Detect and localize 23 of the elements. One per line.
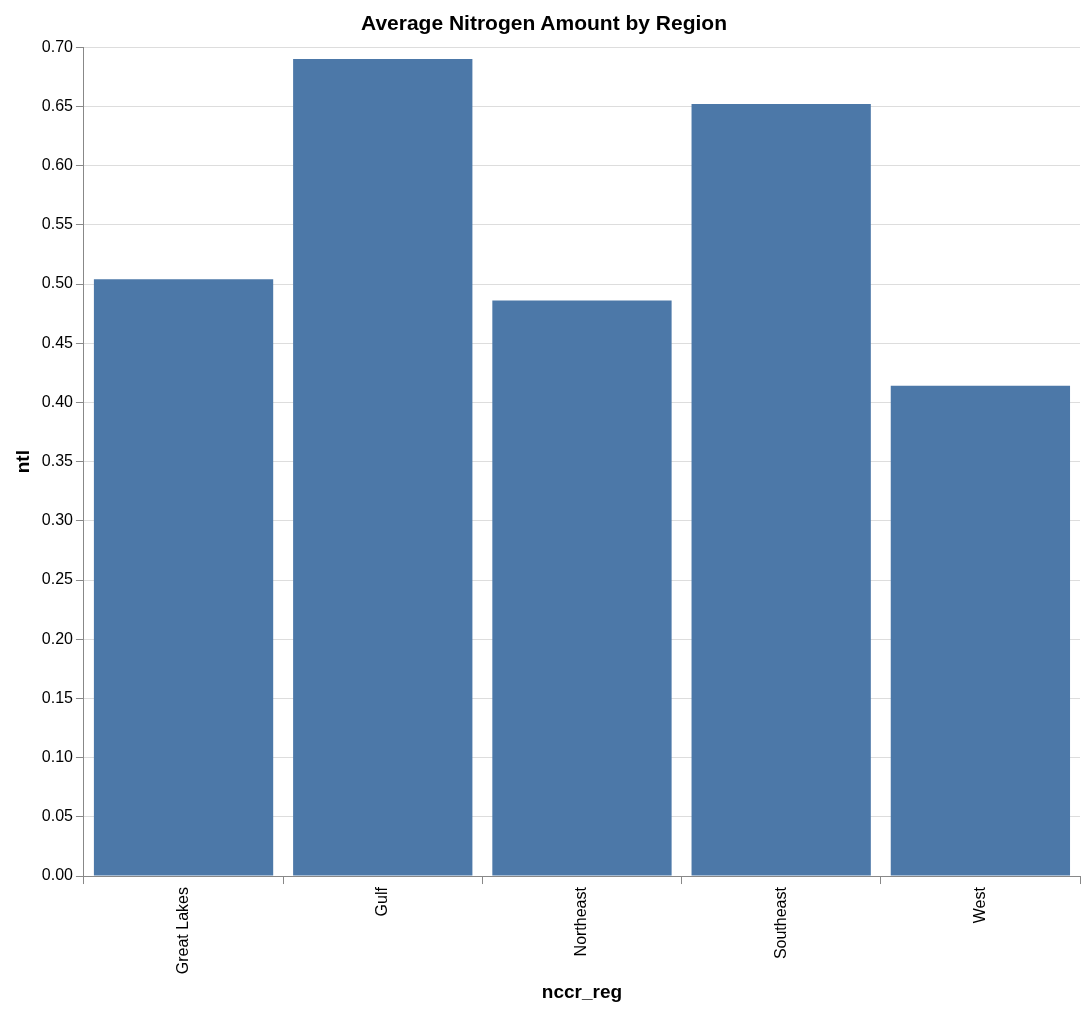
- y-tick-label: 0.50: [41, 274, 74, 292]
- chart-title: Average Nitrogen Amount by Region: [361, 11, 727, 35]
- y-tick-label: 0.45: [41, 333, 74, 351]
- y-tick-label: 0.00: [41, 866, 74, 884]
- y-tick-label: 0.15: [41, 688, 74, 706]
- y-tick-label: 0.05: [41, 807, 74, 825]
- y-tick-label: 0.25: [41, 570, 74, 588]
- y-tick-label: 0.35: [41, 452, 74, 470]
- x-tick-label: Northeast: [572, 886, 590, 957]
- y-tick-label: 0.10: [41, 748, 74, 766]
- y-axis-title: ntl: [11, 450, 33, 474]
- y-tick-label: 0.40: [41, 392, 74, 410]
- x-axis-title: nccr_reg: [541, 980, 623, 1002]
- x-tick-label: Gulf: [373, 886, 391, 917]
- y-tick-label: 0.55: [41, 215, 74, 233]
- y-tick-label: 0.60: [41, 156, 74, 174]
- y-tick-label: 0.65: [41, 96, 74, 114]
- x-tick-label: Southeast: [771, 886, 789, 960]
- x-tick-label: Great Lakes: [173, 887, 191, 975]
- y-tick-label: 0.70: [41, 37, 74, 55]
- y-tick-label: 0.30: [41, 511, 74, 529]
- y-tick-label: 0.20: [41, 629, 74, 647]
- x-tick-label: West: [970, 886, 988, 924]
